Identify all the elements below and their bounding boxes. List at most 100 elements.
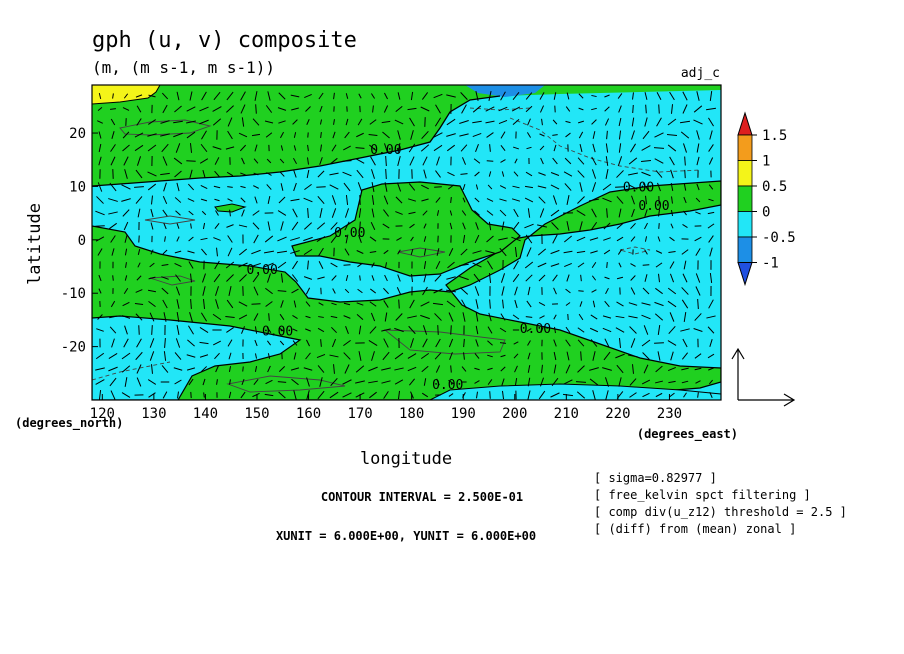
filter-notes: [ sigma=0.82977 ] [ free_kelvin spct filt… bbox=[594, 471, 847, 536]
vector-998 bbox=[592, 351, 596, 361]
vector-243 bbox=[136, 156, 142, 166]
vector-305 bbox=[317, 170, 325, 178]
vector-847 bbox=[500, 313, 506, 321]
vector-887 bbox=[394, 327, 404, 333]
vector-290 bbox=[124, 169, 128, 179]
vector-263 bbox=[397, 156, 401, 166]
vector-1068 bbox=[253, 378, 259, 386]
vector-157 bbox=[265, 132, 273, 138]
vector-1053 bbox=[681, 367, 689, 371]
vector-702 bbox=[488, 272, 492, 284]
vector-264 bbox=[409, 156, 415, 166]
vector-899 bbox=[554, 326, 556, 334]
wind-vectors bbox=[95, 90, 717, 400]
vector-71 bbox=[395, 105, 403, 113]
y-tick-label-1: 10 bbox=[69, 179, 86, 195]
vector-517 bbox=[579, 221, 583, 231]
vector-1101 bbox=[681, 380, 689, 384]
note-0: [ sigma=0.82977 ] bbox=[594, 471, 717, 485]
vector-883 bbox=[345, 325, 349, 335]
vector-266 bbox=[436, 156, 440, 166]
vector-957 bbox=[682, 338, 688, 348]
vector-1119 bbox=[293, 390, 297, 400]
vector-416 bbox=[511, 198, 521, 202]
vector-1026 bbox=[333, 364, 335, 374]
vector-327 bbox=[605, 169, 609, 179]
vector-866 bbox=[124, 325, 128, 335]
vector-753 bbox=[527, 286, 531, 296]
vector-16 bbox=[304, 94, 312, 98]
vector-511 bbox=[501, 221, 505, 231]
vector-476 bbox=[670, 209, 674, 217]
vector-1090 bbox=[539, 377, 545, 387]
vector-662 bbox=[591, 261, 597, 269]
vector-841 bbox=[420, 314, 430, 320]
vector-1080 bbox=[409, 378, 415, 386]
vector-128 bbox=[512, 119, 520, 125]
vector-407 bbox=[395, 196, 403, 204]
vector-225 bbox=[526, 146, 532, 150]
vector-794 bbox=[432, 302, 444, 306]
vector-900 bbox=[565, 326, 571, 334]
vector-452 bbox=[358, 208, 362, 218]
vector-178 bbox=[539, 133, 545, 137]
vector-236 bbox=[667, 144, 677, 152]
vector-429 bbox=[683, 196, 687, 204]
vector-826 bbox=[225, 316, 235, 318]
note-3: [ (diff) from (mean) zonal ] bbox=[594, 522, 796, 536]
vector-600 bbox=[410, 248, 414, 256]
x-axis-title: longitude bbox=[360, 449, 452, 469]
vector-819 bbox=[135, 313, 143, 321]
vector-320 bbox=[513, 171, 519, 177]
vector-29 bbox=[475, 91, 479, 101]
vector-172 bbox=[459, 133, 469, 137]
vector-771 bbox=[134, 302, 144, 306]
vector-377 bbox=[628, 184, 638, 190]
vector-168 bbox=[410, 130, 414, 140]
vector-122 bbox=[434, 117, 442, 127]
vector-530 bbox=[124, 235, 128, 243]
y-unit-label: (degrees_north) bbox=[15, 416, 123, 431]
vector-901 bbox=[577, 327, 585, 333]
vector-1052 bbox=[668, 366, 676, 372]
vector-986 bbox=[434, 352, 442, 360]
vector-262 bbox=[385, 155, 387, 167]
vector-275 bbox=[552, 157, 558, 165]
vector-603 bbox=[448, 248, 454, 256]
vector-1012 bbox=[151, 364, 153, 374]
vector-581 bbox=[162, 249, 168, 255]
vector-460 bbox=[461, 210, 467, 216]
vector-524 bbox=[670, 223, 674, 229]
vector-1010 bbox=[121, 365, 131, 373]
vector-310 bbox=[385, 168, 387, 180]
vector-960 bbox=[95, 352, 105, 360]
vector-2 bbox=[123, 93, 129, 99]
vector-814 bbox=[697, 298, 699, 310]
vector-1051 bbox=[655, 365, 663, 373]
vector-96 bbox=[97, 120, 103, 124]
vector-970 bbox=[228, 352, 232, 360]
vector-710 bbox=[591, 275, 597, 281]
vector-374 bbox=[591, 182, 597, 192]
vector-692 bbox=[359, 275, 361, 281]
vector-227 bbox=[553, 144, 557, 152]
vector-894 bbox=[487, 326, 493, 334]
vector-183 bbox=[606, 130, 608, 140]
vector-363 bbox=[447, 184, 455, 190]
vector-384 bbox=[96, 196, 104, 204]
x-tick-label-4: 160 bbox=[296, 406, 321, 422]
vector-1 bbox=[112, 93, 114, 99]
vector-317 bbox=[474, 171, 480, 177]
vector-1044 bbox=[565, 364, 571, 374]
vector-728 bbox=[202, 286, 206, 296]
vector-840 bbox=[407, 315, 417, 319]
vector-861 bbox=[683, 312, 687, 322]
vector-1020 bbox=[254, 366, 258, 372]
vector-171 bbox=[446, 133, 456, 137]
vector-143 bbox=[708, 117, 714, 127]
vector-399 bbox=[290, 198, 300, 202]
vector-921 bbox=[212, 340, 222, 346]
vector-432 bbox=[95, 210, 105, 216]
vector-804 bbox=[565, 302, 571, 306]
vector-674 bbox=[124, 275, 128, 281]
